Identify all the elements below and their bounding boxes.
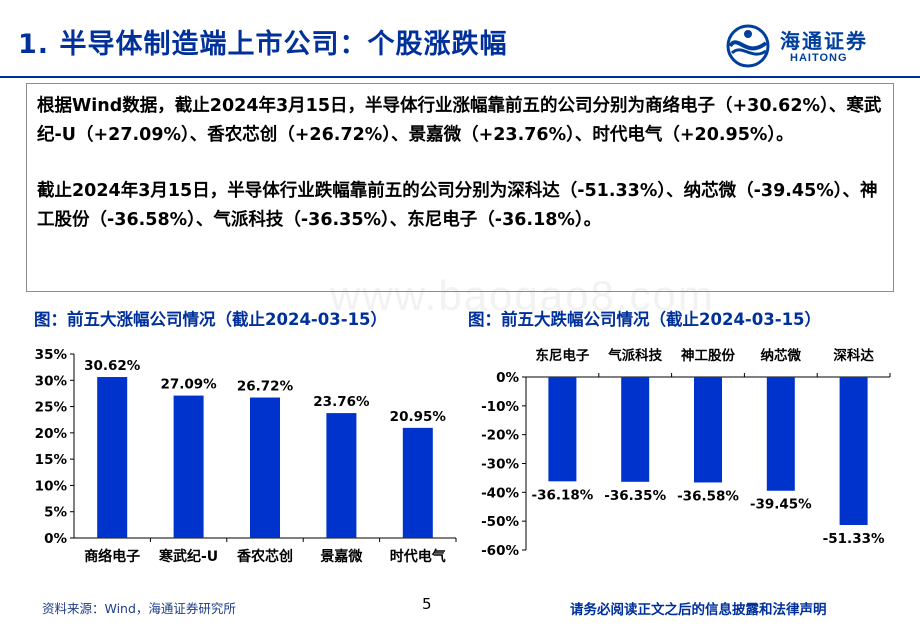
page-title: 1. 半导体制造端上市公司：个股涨跌幅 [18, 29, 508, 60]
bar [326, 413, 357, 538]
y-tick-label: -20% [481, 428, 519, 444]
summary-losers: 截止2024年3月15日，半导体行业跌幅靠前五的公司分别为深科达（-51.33%… [37, 181, 878, 230]
data-label: -36.18% [531, 487, 593, 503]
bar [694, 377, 722, 483]
bar [621, 377, 650, 482]
bar [250, 397, 280, 538]
x-tick-label: 东尼电子 [535, 347, 589, 364]
y-tick-label: 35% [35, 347, 68, 363]
bar [548, 377, 577, 482]
y-tick-label: 15% [35, 452, 68, 468]
footer-source: 资料来源：Wind，海通证券研究所 [42, 601, 236, 616]
bar [173, 395, 204, 538]
header-divider [0, 76, 920, 78]
y-tick-label: -30% [481, 457, 519, 473]
bar [402, 427, 433, 538]
data-label: 27.09% [160, 377, 217, 393]
data-label: -51.33% [823, 531, 885, 547]
footer-disclaimer: 请务必阅读正文之后的信息披露和法律声明 [570, 602, 827, 618]
x-tick-label: 纳芯微 [761, 347, 802, 364]
data-label: -36.35% [604, 488, 666, 504]
bar [766, 377, 795, 491]
logo-text-en: HAITONG [790, 52, 848, 64]
summary-gainers: 根据Wind数据，截止2024年3月15日，半导体行业涨幅靠前五的公司分别为商络… [37, 96, 882, 145]
right-figure-title: 图：前五大跌幅公司情况（截止2024-03-15） [468, 310, 822, 329]
y-tick-label: -40% [481, 485, 519, 501]
haitong-logo: 海通证券 HAITONG [722, 23, 890, 73]
left-figure-title: 图：前五大涨幅公司情况（截止2024-03-15） [34, 310, 388, 329]
page-number: 5 [422, 595, 432, 613]
gainers-bar-chart: 0% 5% 10% 15% 20% 25% 30% 35% 30.62% 商络电子 27.09% 寒武… [35, 347, 457, 565]
y-tick-label: -50% [481, 514, 519, 530]
x-tick-label: 时代电气 [390, 548, 446, 565]
y-tick-label: 0% [44, 531, 67, 547]
data-label: 26.72% [237, 379, 294, 395]
x-tick-label: 商络电子 [84, 548, 140, 565]
logo-text-cn: 海通证券 [780, 29, 868, 53]
y-tick-label: 10% [35, 478, 68, 494]
x-tick-label: 寒武纪-U [159, 548, 218, 565]
watermark: www.baogao8.com [330, 272, 715, 319]
x-tick-label: 景嘉微 [320, 548, 363, 565]
losers-bar-chart: 0% -10% -20% -30% -40% -50% -60% -36.18% 东尼电子 -36… [481, 347, 891, 559]
x-tick-label: 香农芯创 [236, 548, 293, 565]
y-tick-label: 0% [496, 370, 519, 386]
haitong-emblem-icon [726, 24, 770, 68]
data-label: -36.58% [677, 488, 739, 504]
data-label: 20.95% [390, 409, 447, 425]
data-label: 23.76% [313, 394, 370, 410]
y-tick-label: 5% [44, 505, 67, 521]
x-tick-label: 神工股份 [681, 347, 735, 364]
y-tick-label: 20% [35, 426, 68, 442]
summary-box: 根据Wind数据，截止2024年3月15日，半导体行业涨幅靠前五的公司分别为商络… [26, 83, 894, 292]
data-label: -39.45% [750, 497, 812, 513]
bar [97, 377, 128, 538]
x-tick-label: 深科达 [833, 347, 874, 364]
data-label: 30.62% [84, 358, 141, 374]
y-tick-label: -60% [481, 543, 519, 559]
x-tick-label: 气派科技 [607, 347, 662, 364]
y-tick-label: 25% [35, 400, 68, 416]
y-tick-label: 30% [35, 373, 68, 389]
y-tick-label: -10% [481, 399, 519, 415]
bar [839, 377, 868, 526]
